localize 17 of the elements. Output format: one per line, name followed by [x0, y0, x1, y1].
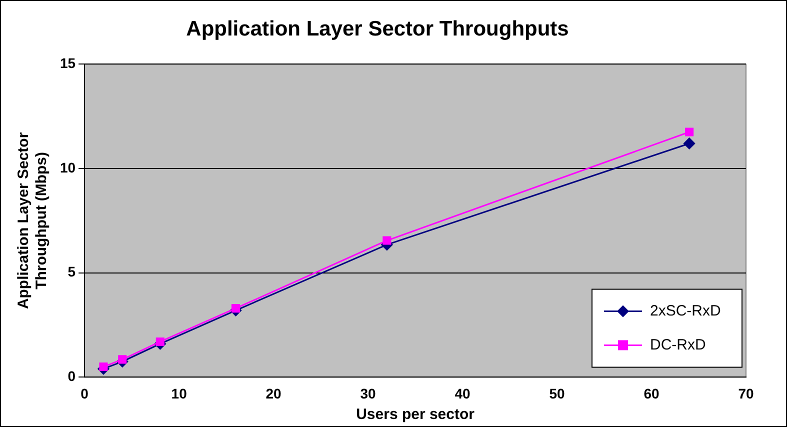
x-tick-label: 10 [171, 385, 188, 402]
x-tick-label: 70 [738, 385, 754, 402]
legend-label: 2xSC-RxD [650, 302, 722, 320]
chart-title: Application Layer Sector Throughputs [186, 17, 569, 40]
y-tick-label: 10 [60, 159, 76, 176]
x-tick-label: 40 [454, 385, 471, 402]
x-tick-label: 0 [80, 385, 89, 402]
x-tick-label: 30 [360, 385, 376, 402]
y-tick-label: 0 [68, 368, 76, 384]
x-tick-label: 60 [644, 385, 660, 402]
y-tick-label: 5 [68, 264, 76, 280]
legend-label: DC-RxD [650, 336, 706, 354]
y-axis-title: Application Layer Sector Throughput (Mbps) [15, 132, 50, 310]
x-tick-label: 50 [549, 385, 566, 402]
x-tick-label: 20 [266, 385, 282, 402]
y-tick-label: 15 [60, 55, 76, 72]
x-axis-title: Users per sector [356, 406, 475, 424]
